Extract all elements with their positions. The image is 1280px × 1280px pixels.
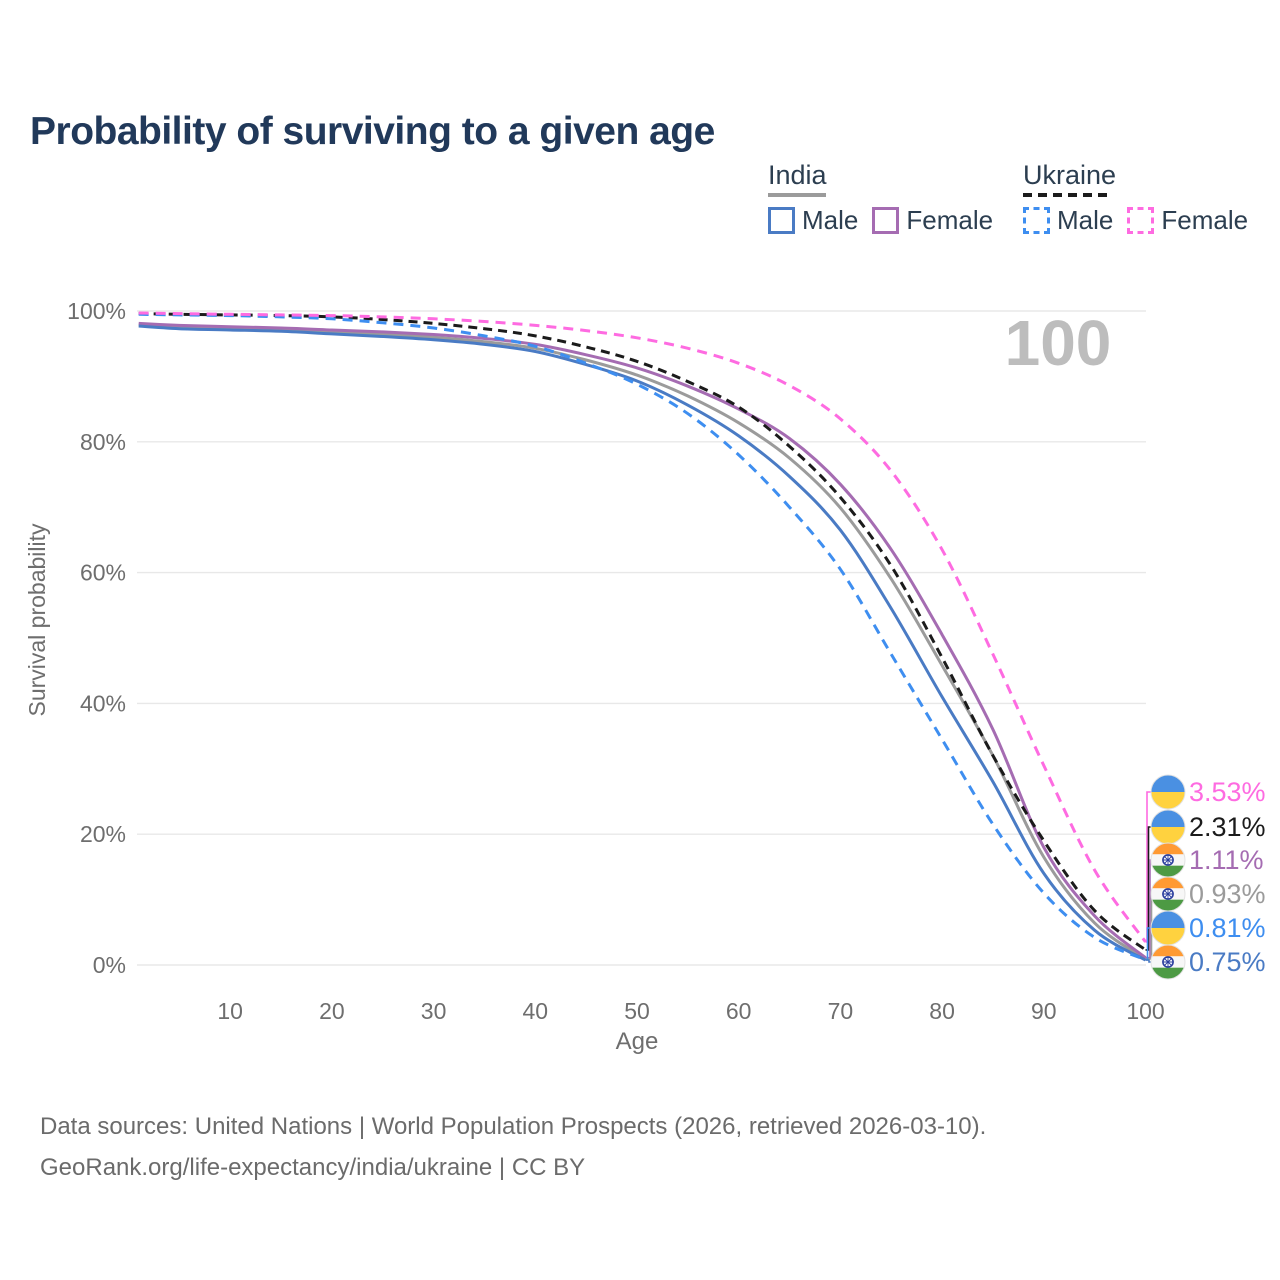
plot-hover-area[interactable] <box>137 305 1146 965</box>
india-flag-icon <box>1150 876 1186 912</box>
x-tick-label: 40 <box>523 998 549 1024</box>
legend-label: Female <box>906 205 994 235</box>
data-sources-line2: GeoRank.org/life-expectancy/india/ukrain… <box>40 1154 586 1181</box>
legend-label: Female <box>1161 205 1249 235</box>
x-tick-label: 60 <box>726 998 752 1024</box>
end-value-label: 0.75% <box>1189 947 1266 977</box>
y-tick-label: 100% <box>67 298 126 324</box>
x-tick-label: 100 <box>1126 998 1164 1024</box>
legend-item-india-male[interactable]: Male <box>768 205 858 236</box>
hover-age-watermark: 100 <box>1005 307 1112 379</box>
end-value-label: 3.53% <box>1189 777 1266 807</box>
ukraine-female-swatch-icon <box>1127 207 1155 234</box>
ukraine-flag-icon <box>1150 809 1186 845</box>
legend-item-ukraine-male[interactable]: Male <box>1023 205 1113 236</box>
india-female-swatch-icon <box>872 207 900 234</box>
series-line-ukraine-female <box>138 311 1147 943</box>
x-axis-title: Age <box>616 1028 659 1055</box>
legend-underline-india-line-sample <box>768 193 826 197</box>
end-label-connector <box>1145 959 1151 963</box>
end-value-label: 0.81% <box>1189 913 1266 943</box>
series-line-india-female <box>138 321 1147 959</box>
page-title: Probability of surviving to a given age <box>30 110 715 154</box>
legend-group-ukraine: Ukraine Male Female <box>1023 160 1248 236</box>
legend-header-ukraine: Ukraine <box>1023 160 1117 190</box>
y-tick-label: 40% <box>80 690 126 716</box>
india-male-swatch-icon <box>768 207 795 234</box>
legend-group-india: India Male Female <box>768 160 993 236</box>
y-axis-title: Survival probability <box>24 523 50 717</box>
legend-underline-ukraine-line-sample <box>1023 193 1111 197</box>
end-value-label: 2.31% <box>1189 812 1266 842</box>
data-sources: Data sources: United Nations | World Pop… <box>40 1106 986 1188</box>
legend-item-india-female[interactable]: Female <box>872 205 993 236</box>
ukraine-male-swatch-icon <box>1023 207 1050 234</box>
y-tick-label: 80% <box>80 429 126 455</box>
legend-item-ukraine-female[interactable]: Female <box>1127 205 1248 236</box>
end-value-label: 1.11% <box>1189 845 1264 875</box>
y-tick-label: 20% <box>80 821 126 847</box>
x-tick-label: 30 <box>421 998 447 1024</box>
y-tick-label: 60% <box>80 560 126 586</box>
india-flag-icon <box>1150 842 1186 878</box>
legend-header-india: India <box>768 160 827 190</box>
ukraine-flag-icon <box>1150 910 1186 946</box>
legend-label: Male <box>1057 205 1114 235</box>
legend-label: Male <box>802 205 859 235</box>
end-value-label: 0.93% <box>1189 879 1266 909</box>
india-flag-icon <box>1150 944 1186 980</box>
x-tick-label: 10 <box>217 998 243 1024</box>
x-tick-label: 20 <box>319 998 345 1024</box>
series-line-india-male <box>138 324 1147 962</box>
x-tick-label: 80 <box>929 998 955 1024</box>
end-label-connector <box>1145 791 1151 943</box>
x-tick-label: 50 <box>624 998 650 1024</box>
x-tick-label: 90 <box>1031 998 1057 1024</box>
x-tick-label: 70 <box>828 998 854 1024</box>
data-sources-line1: Data sources: United Nations | World Pop… <box>40 1113 987 1140</box>
ukraine-flag-icon <box>1150 774 1186 810</box>
y-tick-label: 0% <box>93 952 126 978</box>
